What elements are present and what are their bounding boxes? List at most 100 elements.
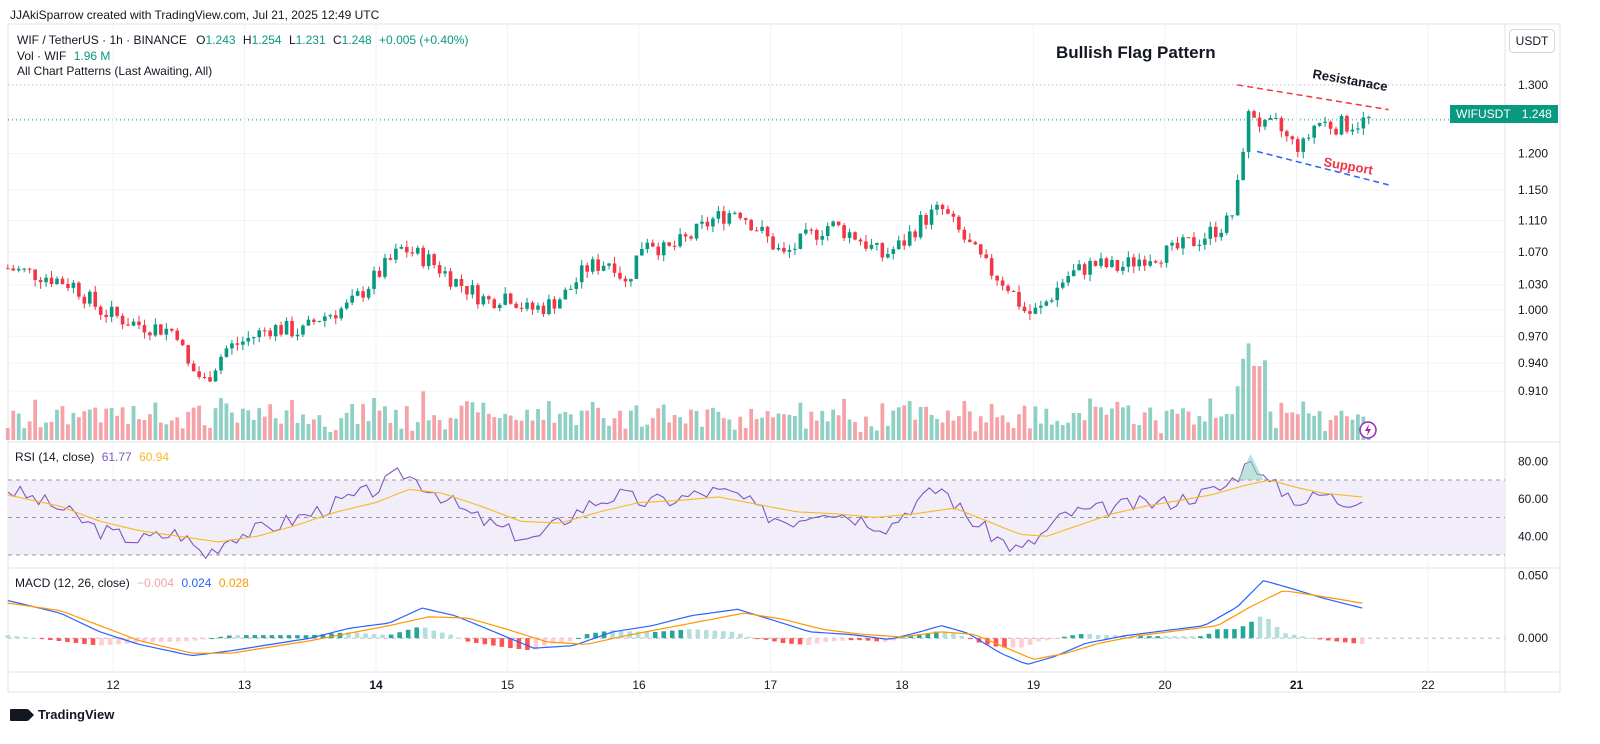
macd-histogram-bar [1138, 636, 1144, 639]
volume-bar [814, 420, 819, 440]
volume-bar [219, 398, 223, 440]
volume-bar [568, 414, 573, 440]
volume-bar [290, 400, 294, 440]
volume-bar [470, 402, 475, 440]
macd-histogram-bar [584, 634, 590, 639]
candle-body [618, 272, 622, 279]
candle-body [558, 299, 562, 309]
volume-bar [956, 416, 961, 440]
rsi-overbought-fill [1237, 453, 1271, 480]
volume-bar [22, 428, 27, 440]
macd-histogram-bar [814, 638, 820, 644]
candle-body [279, 325, 283, 335]
volume-bar [519, 420, 524, 440]
volume-bar [1230, 414, 1235, 440]
candle-body [1175, 242, 1180, 249]
candle-body [11, 268, 16, 271]
volume-bar [650, 418, 655, 440]
volume-bar [1224, 413, 1229, 440]
volume-bar [1284, 412, 1289, 440]
macd-histogram-bar [593, 632, 598, 639]
macd-histogram-bar [678, 629, 684, 639]
volume-bar [1312, 415, 1317, 440]
macd-histogram-bar [303, 635, 309, 639]
volume-bar [825, 421, 830, 440]
candle-body [492, 299, 497, 309]
volume-bar [109, 407, 114, 440]
volume-bar [1148, 407, 1153, 440]
candle-body [842, 225, 846, 239]
macd-histogram-bar [865, 638, 871, 641]
candle-body [246, 337, 251, 342]
candle-body [1339, 115, 1344, 135]
macd-histogram-bar [1257, 616, 1263, 639]
candle-body [60, 278, 65, 285]
volume-bar [126, 424, 130, 440]
candle-body [159, 324, 163, 335]
volume-bar [700, 426, 704, 440]
currency-button[interactable]: USDT [1509, 29, 1555, 53]
tradingview-logo[interactable]: TradingView [10, 707, 114, 722]
volume-bar [913, 419, 918, 440]
volume-bar [1104, 414, 1109, 440]
volume-bar [951, 420, 956, 440]
candle-body [924, 214, 928, 225]
time-axis-tick: 18 [895, 678, 909, 692]
volume-bar [1323, 431, 1327, 440]
volume-bar [787, 414, 792, 440]
volume-bar [262, 416, 267, 440]
volume-bar [497, 417, 502, 440]
candle-body [1044, 301, 1049, 306]
macd-histogram-bar [1308, 637, 1314, 639]
macd-histogram-bar [508, 638, 513, 649]
time-axis-tick: 14 [369, 678, 383, 692]
macd-histogram-bar [1274, 627, 1280, 639]
candle-body [317, 320, 322, 322]
volume-bar [388, 422, 393, 440]
symbol-line: WIF / TetherUS · 1h · BINANCE O1.243 H1.… [17, 33, 468, 47]
volume-bar [295, 422, 300, 440]
macd-histogram-bar [1019, 638, 1024, 648]
candle-body [415, 247, 420, 254]
candle-body [656, 246, 661, 256]
candle-body [481, 296, 486, 305]
candle-body [1350, 129, 1355, 132]
low-value: 1.231 [295, 33, 326, 47]
volume-bar [311, 419, 316, 440]
candle-body [678, 234, 682, 247]
macd-histogram-bar [346, 632, 351, 639]
volume-bar [454, 418, 458, 440]
macd-histogram-bar [158, 638, 164, 643]
volume-bar [475, 412, 480, 440]
close-label: C [333, 33, 342, 47]
candle-body [1235, 179, 1240, 216]
volume-bar [978, 416, 983, 440]
candle-body [77, 282, 81, 297]
volume-bar [279, 423, 283, 440]
candle-body [629, 278, 633, 282]
time-axis-tick: 12 [106, 678, 120, 692]
candle-body [995, 275, 999, 281]
macd-histogram-bar [1078, 634, 1084, 639]
volume-bar [738, 416, 743, 440]
macd-line [7, 580, 1363, 665]
candle-body [1088, 260, 1092, 275]
time-axis-tick: 17 [764, 678, 778, 692]
macd-histogram-bar [899, 637, 905, 639]
macd-histogram-bar [550, 638, 556, 644]
volume-bar [989, 403, 994, 440]
macd-histogram-bar [1334, 638, 1339, 642]
volume-bar [98, 422, 103, 440]
volume-bar [1115, 401, 1120, 440]
volume-bar [1290, 412, 1295, 440]
volume-bar [55, 409, 59, 440]
volume-bar [76, 417, 81, 440]
volume-bar [213, 408, 218, 440]
volume-bar [754, 419, 759, 440]
volume-bar [437, 420, 442, 440]
volume-bar [1192, 424, 1196, 440]
price-tag-value: 1.248 [1521, 107, 1552, 121]
volume-bar [486, 413, 491, 440]
time-axis-tick: 13 [238, 678, 252, 692]
